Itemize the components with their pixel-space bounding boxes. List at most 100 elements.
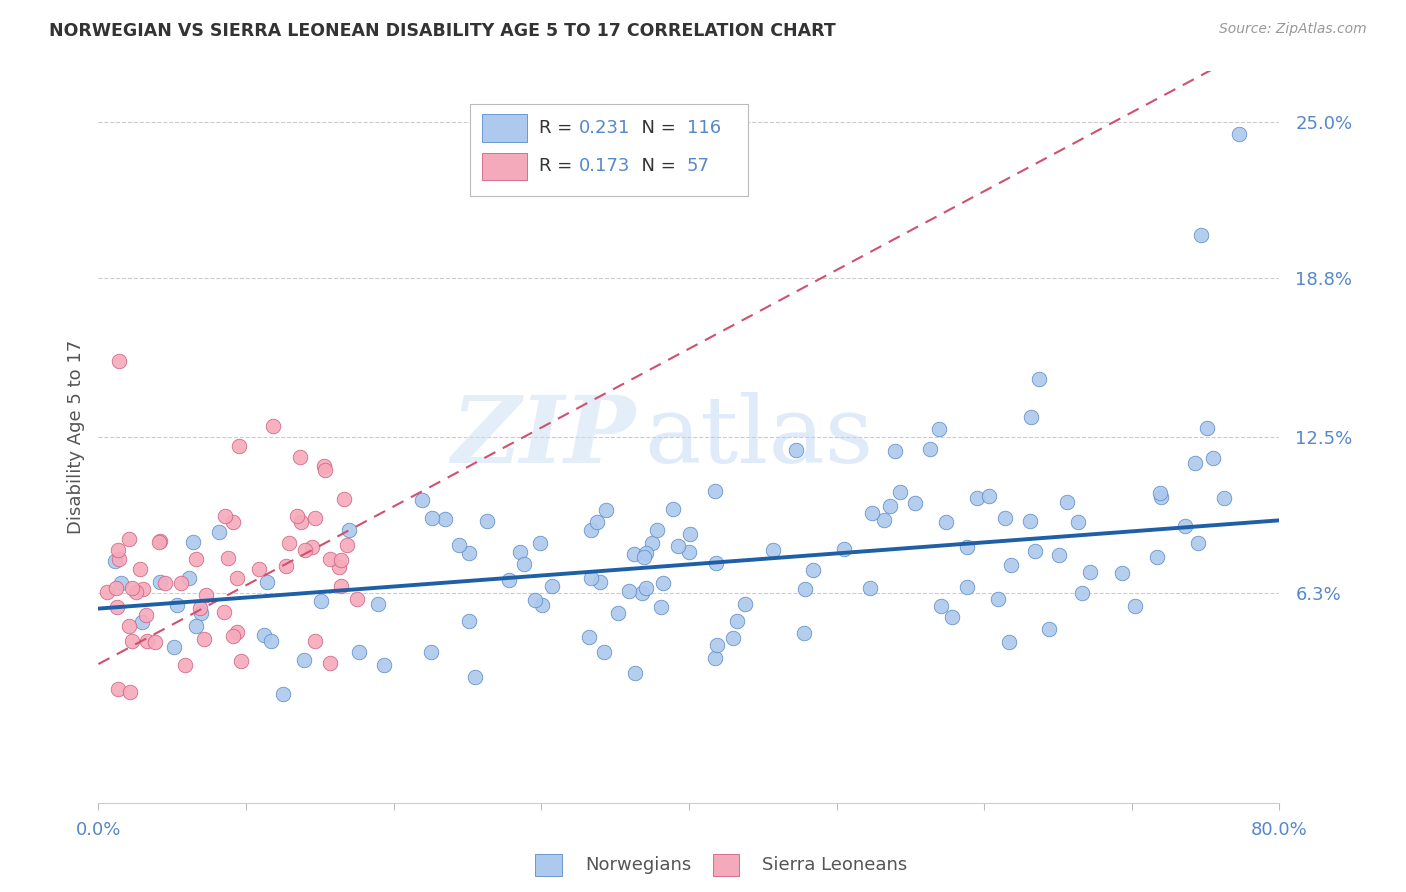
Point (1024, 544, 1046, 558)
Point (330, 579, 353, 593)
Point (304, 634, 326, 648)
FancyBboxPatch shape (482, 153, 527, 180)
Point (143, 635, 166, 649)
Point (1019, 514, 1042, 528)
Point (801, 563, 824, 577)
Point (918, 442, 941, 456)
Point (271, 688, 294, 702)
Point (872, 513, 894, 527)
Point (457, 546, 479, 560)
Point (222, 629, 245, 643)
Point (433, 512, 456, 526)
Point (318, 551, 340, 566)
Point (579, 524, 602, 538)
Point (661, 501, 683, 516)
Point (104, 581, 127, 595)
Point (411, 492, 433, 507)
Point (704, 556, 727, 570)
Point (124, 585, 146, 599)
Point (928, 422, 950, 436)
Point (1189, 228, 1212, 243)
Point (118, 532, 141, 546)
Point (373, 657, 395, 672)
Point (193, 632, 215, 647)
Point (540, 579, 562, 593)
Point (636, 581, 658, 595)
Point (194, 588, 217, 602)
Point (105, 599, 128, 614)
Point (328, 560, 350, 574)
Point (498, 574, 520, 588)
Point (666, 539, 689, 553)
Point (523, 593, 546, 607)
Point (509, 544, 531, 558)
Point (108, 551, 131, 566)
Y-axis label: Disability Age 5 to 17: Disability Age 5 to 17 (66, 340, 84, 534)
Point (309, 594, 332, 608)
Point (641, 536, 664, 550)
Point (651, 575, 673, 590)
Point (1202, 450, 1225, 465)
Point (367, 597, 389, 611)
FancyBboxPatch shape (471, 104, 748, 195)
Point (977, 490, 1000, 504)
Point (208, 525, 231, 540)
Point (785, 443, 807, 458)
Text: 57: 57 (686, 158, 710, 176)
Point (793, 582, 815, 596)
Point (723, 631, 745, 645)
Point (704, 651, 727, 665)
Point (1146, 550, 1168, 565)
Point (725, 614, 748, 628)
Point (163, 640, 186, 655)
Point (155, 575, 177, 590)
Point (1227, 128, 1250, 142)
Point (128, 562, 150, 576)
Point (190, 606, 212, 620)
Point (1197, 421, 1219, 435)
Point (420, 645, 443, 659)
Point (329, 553, 352, 567)
Point (595, 503, 617, 517)
Point (188, 601, 211, 615)
Point (290, 515, 312, 529)
Point (449, 538, 471, 552)
Point (994, 510, 1017, 524)
Point (931, 599, 953, 613)
Point (578, 630, 600, 644)
Point (304, 511, 326, 525)
Point (120, 685, 142, 699)
Point (1078, 565, 1101, 579)
Text: ZIP: ZIP (451, 392, 636, 482)
Point (290, 450, 312, 464)
Point (623, 547, 645, 561)
Point (529, 536, 551, 550)
Point (1149, 486, 1171, 500)
Point (678, 545, 700, 559)
Text: R =: R = (538, 158, 578, 176)
Point (703, 484, 725, 499)
Point (588, 575, 610, 590)
Point (131, 615, 153, 629)
Point (221, 516, 243, 530)
Point (174, 657, 197, 672)
Point (346, 592, 368, 607)
Point (832, 542, 855, 557)
Point (149, 533, 172, 548)
Point (1123, 599, 1146, 614)
Point (761, 543, 783, 558)
Point (1184, 456, 1206, 470)
Point (179, 571, 201, 585)
Text: 116: 116 (686, 119, 721, 136)
Point (253, 628, 276, 642)
Text: N =: N = (630, 158, 682, 176)
Point (108, 354, 131, 368)
Point (956, 540, 979, 554)
Point (1038, 623, 1060, 637)
Point (110, 575, 132, 590)
Point (1213, 491, 1236, 505)
Point (278, 536, 301, 550)
Point (184, 552, 207, 566)
Point (292, 653, 315, 667)
Point (513, 557, 536, 571)
